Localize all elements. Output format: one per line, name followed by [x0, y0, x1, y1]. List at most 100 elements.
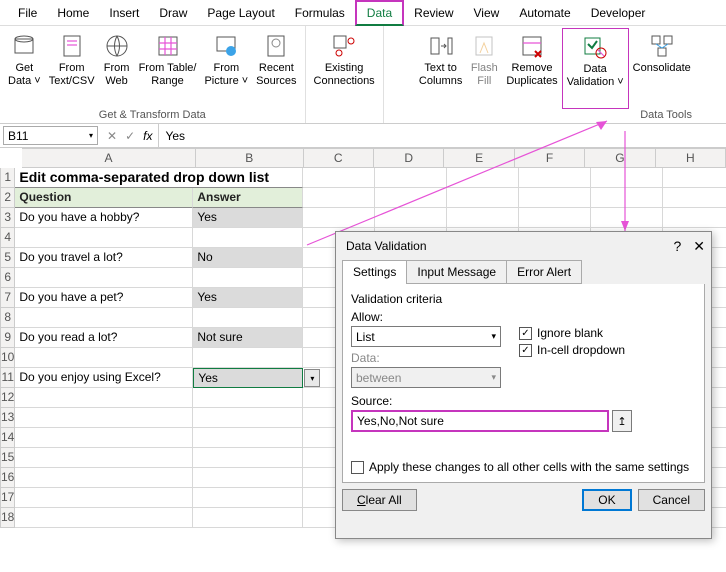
cell-B15[interactable] [193, 448, 303, 468]
cell-B17[interactable] [193, 488, 303, 508]
tab-formulas[interactable]: Formulas [285, 2, 355, 24]
cell-D2[interactable] [375, 188, 447, 208]
apply-all-checkbox[interactable]: Apply these changes to all other cells w… [351, 460, 696, 474]
cell-B16[interactable] [193, 468, 303, 488]
tab-home[interactable]: Home [47, 2, 99, 24]
cell-B3[interactable]: Yes [193, 208, 303, 228]
cell-A9[interactable]: Do you read a lot? [15, 328, 193, 348]
cell-B10[interactable] [193, 348, 303, 368]
ribbon-remove-duplicates-button[interactable]: RemoveDuplicates [502, 28, 561, 109]
cell-F2[interactable] [519, 188, 591, 208]
ribbon-data-validation-button[interactable]: DataValidation ˅ [562, 28, 629, 109]
cell-A12[interactable] [15, 388, 193, 408]
cell-A16[interactable] [15, 468, 193, 488]
row-header-14[interactable]: 14 [0, 428, 15, 448]
confirm-edit-icon[interactable]: ✓ [125, 129, 135, 143]
cell-H2[interactable] [663, 188, 726, 208]
col-header-A[interactable]: A [22, 148, 196, 168]
cell-A17[interactable] [15, 488, 193, 508]
cell-F3[interactable] [519, 208, 591, 228]
row-header-16[interactable]: 16 [0, 468, 15, 488]
cell-D1[interactable] [375, 168, 447, 188]
row-header-13[interactable]: 13 [0, 408, 15, 428]
cell-B5[interactable]: No [193, 248, 303, 268]
formula-input[interactable] [159, 124, 726, 147]
ribbon-from-button[interactable]: FromWeb [99, 28, 135, 109]
cell-H1[interactable] [663, 168, 726, 188]
cell-dropdown-button[interactable]: ▾ [304, 369, 320, 387]
row-header-17[interactable]: 17 [0, 488, 15, 508]
cell-G2[interactable] [591, 188, 663, 208]
row-header-11[interactable]: 11 [0, 368, 15, 388]
col-header-D[interactable]: D [374, 148, 444, 168]
cell-B14[interactable] [193, 428, 303, 448]
cell-A13[interactable] [15, 408, 193, 428]
tab-view[interactable]: View [464, 2, 510, 24]
cancel-button[interactable]: Cancel [638, 489, 705, 511]
row-header-10[interactable]: 10 [0, 348, 15, 368]
cell-B9[interactable]: Not sure [193, 328, 303, 348]
cell-A5[interactable]: Do you travel a lot? [15, 248, 193, 268]
dialog-tab-error-alert[interactable]: Error Alert [506, 260, 582, 284]
row-header-9[interactable]: 9 [0, 328, 15, 348]
col-header-C[interactable]: C [304, 148, 374, 168]
cancel-edit-icon[interactable]: ✕ [107, 129, 117, 143]
row-header-2[interactable]: 2 [0, 188, 15, 208]
cell-B13[interactable] [193, 408, 303, 428]
allow-select[interactable]: List▾ [351, 326, 501, 347]
tab-review[interactable]: Review [404, 2, 463, 24]
cell-C1[interactable] [303, 168, 375, 188]
cell-A15[interactable] [15, 448, 193, 468]
cell-H3[interactable] [663, 208, 726, 228]
cell-A14[interactable] [15, 428, 193, 448]
ribbon-consolidate-button[interactable]: Consolidate [629, 28, 695, 109]
row-header-6[interactable]: 6 [0, 268, 15, 288]
cell-A6[interactable] [15, 268, 193, 288]
fx-icon[interactable]: fx [143, 129, 152, 143]
ribbon-from-button[interactable]: FromText/CSV [45, 28, 99, 109]
clear-all-button[interactable]: Clear All [342, 489, 417, 511]
name-box[interactable]: B11 ▾ [3, 126, 98, 145]
cell-A11[interactable]: Do you enjoy using Excel? [15, 368, 193, 388]
cell-B18[interactable] [193, 508, 303, 528]
cell-C3[interactable] [303, 208, 375, 228]
cell-B11[interactable]: Yes [193, 368, 303, 388]
cell-A7[interactable]: Do you have a pet? [15, 288, 193, 308]
cell-E1[interactable] [447, 168, 519, 188]
ribbon-get-button[interactable]: GetData ˅ [4, 28, 45, 109]
row-header-12[interactable]: 12 [0, 388, 15, 408]
col-header-B[interactable]: B [196, 148, 304, 168]
cell-B6[interactable] [193, 268, 303, 288]
cell-A18[interactable] [15, 508, 193, 528]
col-header-F[interactable]: F [515, 148, 585, 168]
tab-automate[interactable]: Automate [509, 2, 580, 24]
tab-developer[interactable]: Developer [581, 2, 656, 24]
cell-A2[interactable]: Question [15, 188, 193, 208]
cell-B4[interactable] [193, 228, 303, 248]
existing-connections-button[interactable]: Existing Connections [310, 28, 379, 109]
close-icon[interactable]: ✕ [693, 238, 705, 255]
row-header-7[interactable]: 7 [0, 288, 15, 308]
ignore-blank-checkbox[interactable]: ✓Ignore blank [519, 326, 625, 340]
col-header-H[interactable]: H [656, 148, 726, 168]
cell-C2[interactable] [303, 188, 375, 208]
cell-A1[interactable]: Edit comma-separated drop down list [15, 168, 303, 188]
ribbon-from-button[interactable]: FromPicture ˅ [200, 28, 252, 109]
cell-B2[interactable]: Answer [193, 188, 303, 208]
row-header-5[interactable]: 5 [0, 248, 15, 268]
cell-G3[interactable] [591, 208, 663, 228]
col-header-G[interactable]: G [585, 148, 655, 168]
cell-B8[interactable] [193, 308, 303, 328]
tab-file[interactable]: File [8, 2, 47, 24]
dialog-tab-settings[interactable]: Settings [342, 260, 407, 284]
source-input[interactable]: Yes,No,Not sure [351, 410, 609, 432]
tab-page-layout[interactable]: Page Layout [197, 2, 284, 24]
ribbon-text-to-columns-button[interactable]: Text toColumns [415, 28, 466, 109]
cell-B7[interactable]: Yes [193, 288, 303, 308]
ribbon-from-table--button[interactable]: From Table/Range [135, 28, 201, 109]
dialog-tab-input-message[interactable]: Input Message [406, 260, 507, 284]
cell-A8[interactable] [15, 308, 193, 328]
cell-A10[interactable] [15, 348, 193, 368]
cell-E3[interactable] [447, 208, 519, 228]
tab-draw[interactable]: Draw [149, 2, 197, 24]
